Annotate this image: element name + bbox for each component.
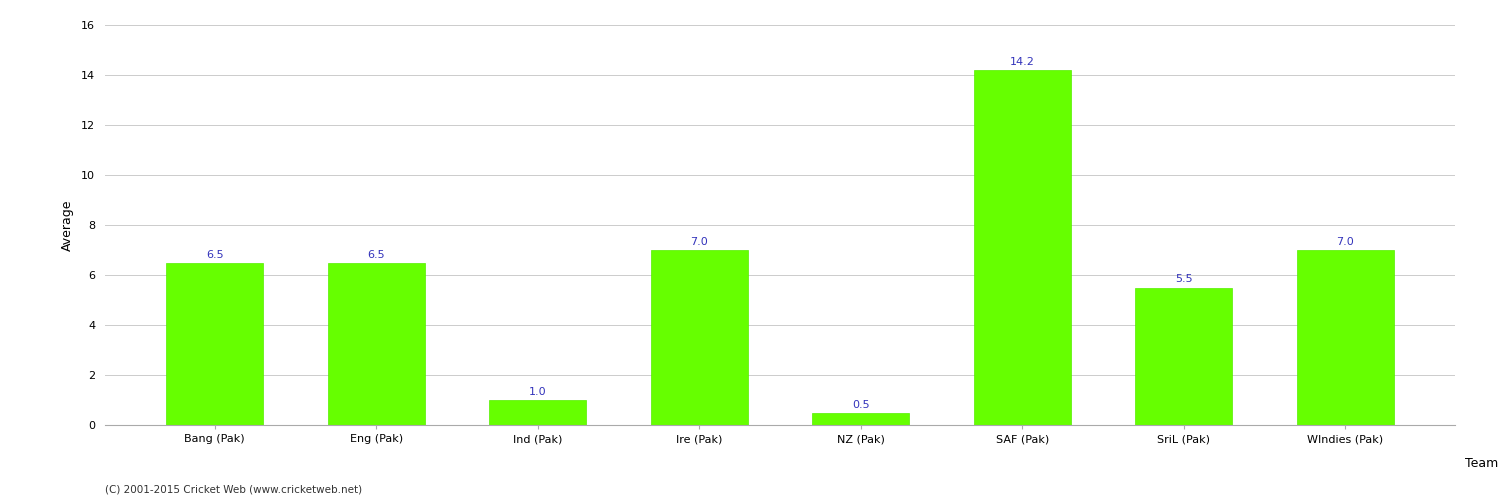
Bar xyxy=(1296,250,1394,425)
Bar xyxy=(1136,288,1232,425)
Text: 14.2: 14.2 xyxy=(1010,57,1035,67)
Y-axis label: Average: Average xyxy=(62,199,74,251)
X-axis label: Team: Team xyxy=(1466,457,1498,470)
Text: 0.5: 0.5 xyxy=(852,400,870,409)
Text: 7.0: 7.0 xyxy=(690,237,708,247)
Bar xyxy=(651,250,747,425)
Bar xyxy=(166,262,264,425)
Text: (C) 2001-2015 Cricket Web (www.cricketweb.net): (C) 2001-2015 Cricket Web (www.cricketwe… xyxy=(105,485,362,495)
Text: 5.5: 5.5 xyxy=(1174,274,1192,284)
Text: 6.5: 6.5 xyxy=(368,250,386,260)
Bar xyxy=(489,400,586,425)
Bar xyxy=(974,70,1071,425)
Bar xyxy=(328,262,424,425)
Bar xyxy=(813,412,909,425)
Text: 6.5: 6.5 xyxy=(206,250,224,260)
Text: 7.0: 7.0 xyxy=(1336,237,1354,247)
Text: 1.0: 1.0 xyxy=(530,387,546,397)
